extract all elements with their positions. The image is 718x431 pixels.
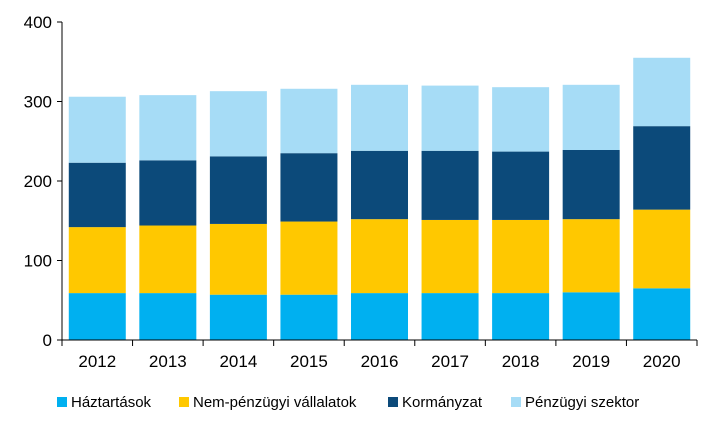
bar-segment-2016-series-1 — [351, 219, 408, 294]
bar-segment-2019-series-0 — [562, 292, 620, 340]
y-tick-label-400: 400 — [24, 13, 52, 32]
legend-swatch-2 — [388, 397, 398, 407]
bar-segment-2015-series-2 — [280, 153, 338, 222]
y-tick-label-200: 200 — [24, 172, 52, 191]
bar-segment-2017-series-1 — [421, 219, 479, 294]
bar-segment-2017-series-2 — [421, 150, 479, 220]
x-tick-label-2020: 2020 — [643, 352, 681, 371]
bar-segment-2018-series-1 — [492, 219, 550, 294]
bar-segment-2016-series-3 — [351, 84, 408, 151]
bar-segment-2019-series-2 — [562, 149, 620, 220]
legend: Háztartások Nem-pénzügyi vállalatok Kormán… — [57, 394, 639, 411]
bar-segment-2016-series-2 — [351, 150, 408, 220]
bar-segment-2015-series-1 — [280, 221, 338, 295]
bar-segment-2013-series-1 — [139, 225, 197, 294]
legend-swatch-3 — [511, 397, 521, 407]
legend-swatch-0 — [57, 397, 67, 407]
bar-segment-2018-series-0 — [492, 293, 550, 340]
x-tick-label-2018: 2018 — [502, 352, 540, 371]
x-tick-label-2013: 2013 — [149, 352, 187, 371]
bar-segment-2012-series-3 — [68, 96, 126, 163]
x-tick-label-2017: 2017 — [431, 352, 469, 371]
bar-segment-2019-series-1 — [562, 219, 620, 293]
y-tick-label-0: 0 — [43, 331, 52, 350]
x-tick-label-2012: 2012 — [78, 352, 116, 371]
y-tick-label-300: 300 — [24, 93, 52, 112]
x-tick-label-2015: 2015 — [290, 352, 328, 371]
bar-segment-2013-series-0 — [139, 293, 197, 340]
bar-segment-2017-series-0 — [421, 293, 479, 340]
bar-segment-2018-series-3 — [492, 87, 550, 152]
x-tick-label-2019: 2019 — [572, 352, 610, 371]
bar-segment-2018-series-2 — [492, 151, 550, 220]
bar-segment-2013-series-3 — [139, 95, 197, 161]
bars-group — [68, 57, 691, 340]
bar-segment-2013-series-2 — [139, 160, 197, 226]
y-axis-ticks: 0 100 200 300 400 — [24, 13, 62, 350]
bar-segment-2016-series-0 — [351, 293, 408, 340]
bar-segment-2017-series-3 — [421, 85, 479, 151]
x-tick-label-2014: 2014 — [219, 352, 257, 371]
legend-label-1: Nem-pénzügyi vállalatok — [193, 394, 357, 411]
bar-segment-2019-series-3 — [562, 84, 620, 150]
bar-segment-2012-series-0 — [68, 293, 126, 340]
legend-swatch-1 — [179, 397, 189, 407]
bar-segment-2020-series-2 — [633, 126, 691, 210]
bar-segment-2020-series-0 — [633, 288, 691, 340]
bar-segment-2015-series-3 — [280, 88, 338, 154]
y-tick-label-100: 100 — [24, 252, 52, 271]
x-axis-ticks: 2012 2013 2014 2015 2016 2017 2018 2019 2020 — [61, 340, 698, 371]
bar-segment-2014-series-1 — [209, 223, 267, 295]
x-tick-label-2016: 2016 — [361, 352, 399, 371]
bar-segment-2014-series-3 — [209, 91, 267, 157]
legend-label-3: Pénzügyi szektor — [525, 394, 639, 411]
bar-segment-2015-series-0 — [280, 294, 338, 340]
bar-segment-2014-series-0 — [209, 294, 267, 340]
bar-segment-2020-series-1 — [633, 209, 691, 289]
bar-segment-2014-series-2 — [209, 156, 267, 224]
bar-segment-2020-series-3 — [633, 57, 691, 127]
legend-label-2: Kormányzat — [402, 394, 483, 411]
legend-label-0: Háztartások — [71, 394, 152, 411]
bar-segment-2012-series-1 — [68, 227, 126, 294]
bar-segment-2012-series-2 — [68, 162, 126, 228]
